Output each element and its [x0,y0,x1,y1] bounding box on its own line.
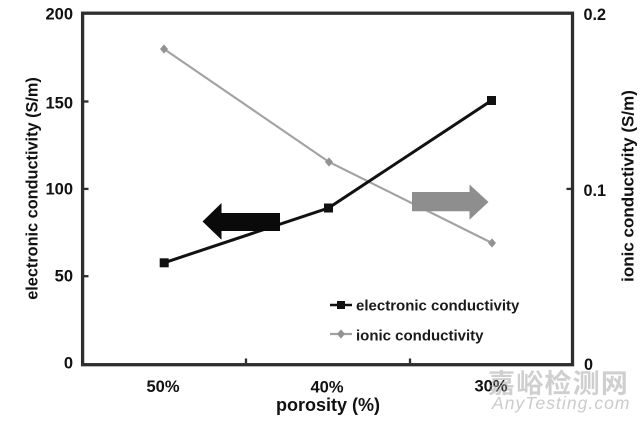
svg-text:ionic conductivity (S/m): ionic conductivity (S/m) [619,90,638,282]
svg-text:40%: 40% [310,379,343,397]
svg-text:0: 0 [64,355,73,373]
svg-text:electronic conductivity (S/m): electronic conductivity (S/m) [24,77,42,300]
svg-text:electronic conductivity: electronic conductivity [356,298,520,315]
svg-text:0.2: 0.2 [584,6,607,24]
svg-text:50%: 50% [146,378,179,396]
svg-text:150: 150 [45,95,73,113]
svg-text:porosity (%): porosity (%) [276,395,380,415]
svg-text:0.1: 0.1 [584,182,607,200]
svg-text:ionic conductivity: ionic conductivity [356,328,484,345]
svg-text:0: 0 [584,356,593,374]
svg-text:50: 50 [55,268,73,286]
svg-text:200: 200 [45,6,73,24]
svg-text:100: 100 [45,181,73,199]
svg-text:AnyTesting.com: AnyTesting.com [491,393,631,413]
